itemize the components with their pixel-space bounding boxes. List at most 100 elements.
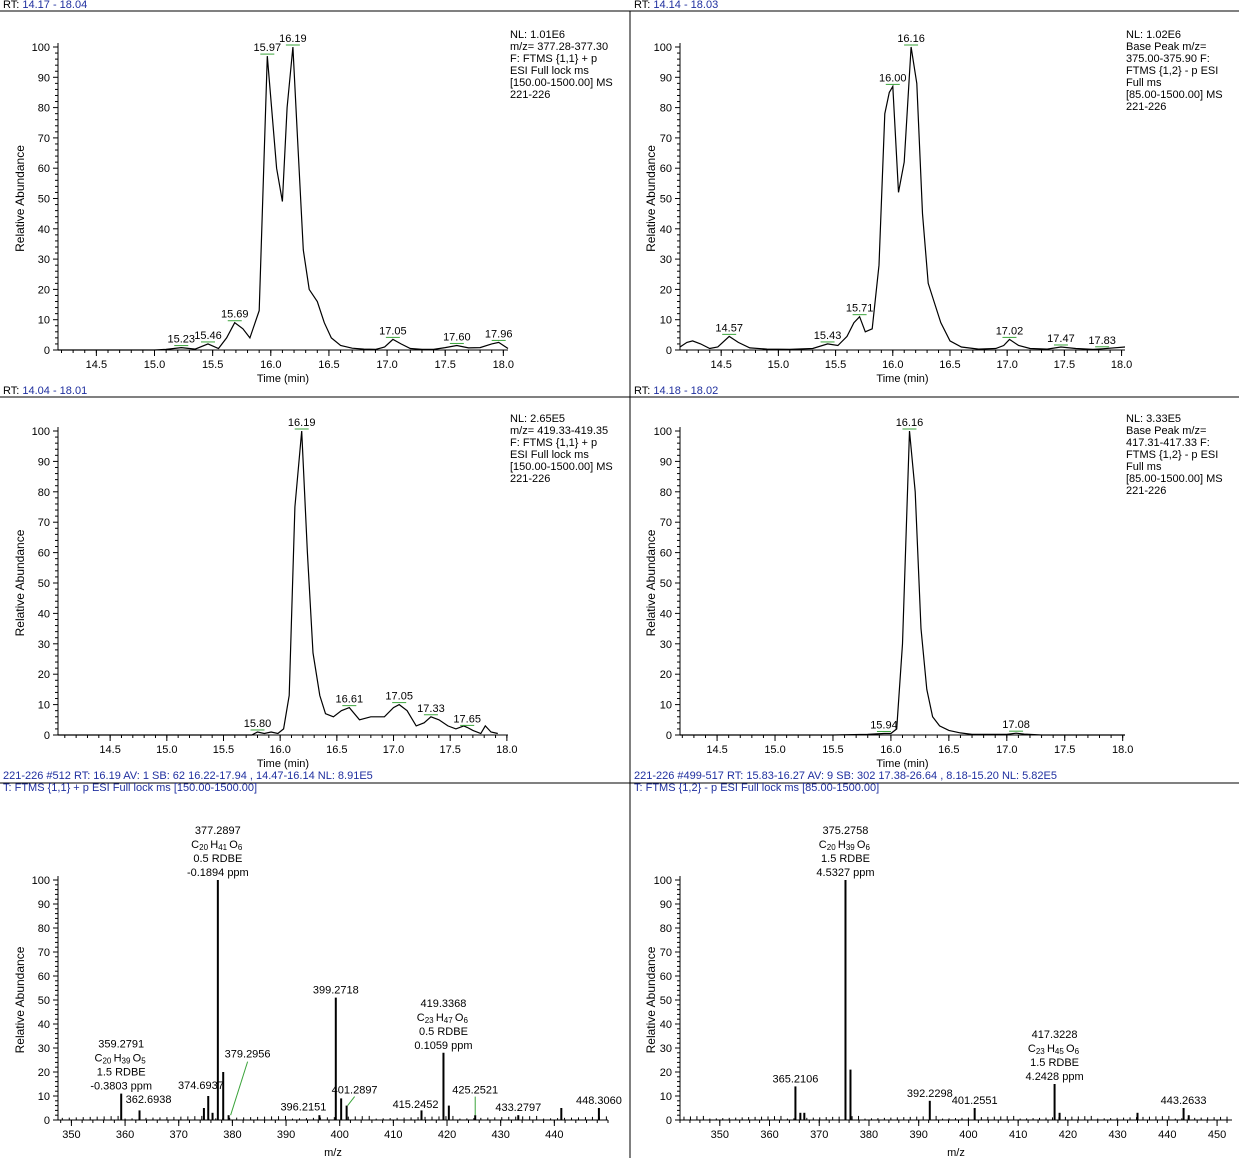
y-tick-label: 40 <box>38 608 50 620</box>
x-axis-label: Time (min) <box>876 758 928 770</box>
y-tick-label: 100 <box>32 42 50 54</box>
peak-label: 14.57 <box>715 322 743 334</box>
peak-label: 17.60 <box>443 331 471 343</box>
y-tick-label: 40 <box>660 224 672 236</box>
peak-label: 379.2956 <box>225 1049 271 1061</box>
x-tick-label: 18.0 <box>496 744 517 756</box>
y-tick-label: 0 <box>44 1115 50 1127</box>
peak-label: -0.3803 ppm <box>90 1081 152 1093</box>
x-tick-label: 450 <box>1208 1129 1226 1141</box>
y-tick-label: 50 <box>38 194 50 206</box>
y-axis-label: Relative Abundance <box>644 145 658 252</box>
info-line: ESI Full lock ms <box>510 65 589 77</box>
y-tick-label: 40 <box>38 1019 50 1031</box>
x-tick-label: 390 <box>910 1129 928 1141</box>
peak-label: 1.5 RDBE <box>821 853 870 865</box>
y-tick-label: 20 <box>38 284 50 296</box>
y-tick-label: 40 <box>38 224 50 236</box>
y-tick-label: 10 <box>38 700 50 712</box>
info-line: 221-226 <box>1126 485 1166 497</box>
peak-label: 362.6938 <box>126 1094 172 1106</box>
y-tick-label: 70 <box>660 517 672 529</box>
x-axis-label: m/z <box>947 1147 965 1158</box>
y-tick-label: 90 <box>38 899 50 911</box>
info-line: ESI Full lock ms <box>510 449 589 461</box>
y-tick-label: 60 <box>38 163 50 175</box>
peak-label: 17.96 <box>485 328 513 340</box>
y-tick-label: 90 <box>660 899 672 911</box>
y-tick-label: 60 <box>660 163 672 175</box>
peak-label: 377.2897 <box>195 825 241 837</box>
y-tick-label: 10 <box>660 700 672 712</box>
info-line: 221-226 <box>510 473 550 485</box>
y-tick-label: 40 <box>660 1019 672 1031</box>
panel-6: 221-226 #499-517 RT: 15.83-16.27 AV: 9 S… <box>634 770 1232 1158</box>
peak-label: 396.2151 <box>280 1101 326 1113</box>
x-tick-label: 15.0 <box>764 744 785 756</box>
x-tick-label: 18.0 <box>1111 359 1132 371</box>
peak-label: 16.19 <box>279 33 307 45</box>
x-tick-label: 410 <box>1009 1129 1027 1141</box>
peak-label: 1.5 RDBE <box>1030 1057 1079 1069</box>
peak-label: 401.2551 <box>952 1095 998 1107</box>
x-tick-label: 15.0 <box>156 744 177 756</box>
x-tick-label: 17.0 <box>996 744 1017 756</box>
peak-label: 425.2521 <box>452 1085 498 1097</box>
x-tick-label: 360 <box>116 1129 134 1141</box>
chromatogram-trace <box>679 46 1126 351</box>
x-tick-label: 410 <box>384 1129 402 1141</box>
y-tick-label: 10 <box>660 1091 672 1103</box>
y-axis-label: Relative Abundance <box>644 529 658 636</box>
y-tick-label: 10 <box>660 315 672 327</box>
info-line: [150.00-1500.00] MS <box>510 77 613 89</box>
y-tick-label: 80 <box>38 923 50 935</box>
y-tick-label: 50 <box>660 578 672 590</box>
peak-label: 401.2897 <box>332 1085 378 1097</box>
peak-label: 17.02 <box>996 325 1024 337</box>
info-line: [85.00-1500.00] MS <box>1126 89 1223 101</box>
leader-line <box>347 1096 356 1106</box>
peak-label: 16.61 <box>336 694 364 706</box>
y-tick-label: 90 <box>660 456 672 468</box>
info-line: 221-226 <box>1126 101 1166 113</box>
y-tick-label: 70 <box>38 947 50 959</box>
y-axis-label: Relative Abundance <box>644 946 658 1053</box>
x-tick-label: 350 <box>62 1129 80 1141</box>
info-line: NL: 1.02E6 <box>1126 29 1181 41</box>
peak-label: 15.46 <box>194 330 222 342</box>
y-tick-label: 60 <box>660 971 672 983</box>
x-tick-label: 440 <box>1158 1129 1176 1141</box>
panel-header: RT: 14.14 - 18.03 <box>634 0 718 11</box>
x-tick-label: 370 <box>810 1129 828 1141</box>
info-line: Base Peak m/z= <box>1126 41 1206 53</box>
peak-label: 17.05 <box>379 325 407 337</box>
info-line: NL: 1.01E6 <box>510 29 565 41</box>
y-tick-label: 80 <box>38 103 50 115</box>
peak-label: 417.3228 <box>1032 1029 1078 1041</box>
x-tick-label: 390 <box>277 1129 295 1141</box>
peak-label: 443.2633 <box>1161 1095 1207 1107</box>
x-tick-label: 17.5 <box>1054 359 1075 371</box>
x-tick-label: 430 <box>492 1129 510 1141</box>
x-axis-label: Time (min) <box>876 373 928 385</box>
x-tick-label: 380 <box>223 1129 241 1141</box>
peak-label: 399.2718 <box>313 985 359 997</box>
peak-formula: C23 H47 O6 <box>417 1012 470 1025</box>
y-tick-label: 70 <box>38 517 50 529</box>
y-tick-label: 80 <box>38 487 50 499</box>
peak-label: 17.47 <box>1047 333 1075 345</box>
y-tick-label: 0 <box>666 730 672 742</box>
x-tick-label: 15.5 <box>822 744 843 756</box>
y-axis-label: Relative Abundance <box>13 529 27 636</box>
y-tick-label: 50 <box>38 578 50 590</box>
x-axis-label: m/z <box>324 1147 342 1158</box>
y-tick-label: 20 <box>660 1067 672 1079</box>
chromatogram-trace <box>680 430 1125 736</box>
y-tick-label: 100 <box>654 875 672 887</box>
y-tick-label: 20 <box>38 1067 50 1079</box>
x-tick-label: 430 <box>1108 1129 1126 1141</box>
y-tick-label: 60 <box>38 548 50 560</box>
